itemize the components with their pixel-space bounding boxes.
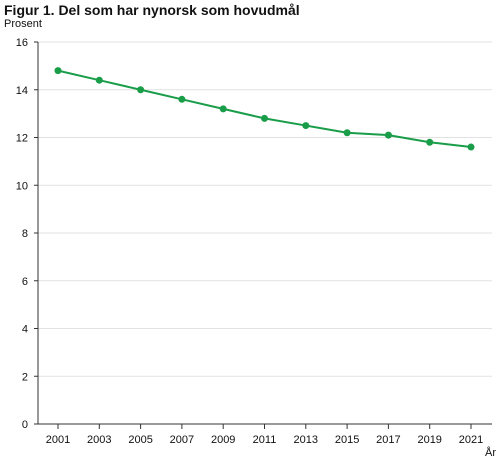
y-tick-label-1: 2 [22, 371, 28, 383]
data-point-2009 [219, 105, 227, 113]
x-tick-label-8: 2017 [376, 434, 400, 446]
data-point-2003 [95, 76, 103, 84]
data-point-2013 [302, 122, 310, 130]
y-tick-label-8: 16 [16, 37, 28, 49]
x-tick-label-2: 2005 [128, 434, 152, 446]
x-tick-labels: 2001 2003 2005 2007 2009 2011 2013 2015 2017 2019… [46, 424, 483, 446]
y-tick-label-3: 6 [22, 276, 28, 288]
y-axis-label: Prosent [4, 18, 42, 30]
chart-title: Figur 1. Del som har nynorsk som hovudmå… [4, 2, 300, 18]
x-tick-label-0: 2001 [46, 434, 70, 446]
y-tick-labels: 0 2 4 6 8 10 12 14 16 [16, 37, 28, 431]
x-tick-label-4: 2009 [211, 434, 235, 446]
x-tick-label-9: 2019 [417, 434, 441, 446]
data-series [54, 67, 475, 151]
y-tick-label-2: 4 [22, 324, 28, 336]
y-tick-label-5: 10 [16, 180, 28, 192]
y-tick-label-7: 14 [16, 85, 28, 97]
data-point-2019 [426, 138, 434, 146]
gridlines [34, 41, 492, 425]
y-tick-label-6: 12 [16, 133, 28, 145]
data-point-2011 [261, 114, 268, 122]
y-tick-label-0: 0 [22, 419, 28, 431]
x-tick-label-3: 2007 [170, 434, 194, 446]
data-point-2001 [54, 67, 62, 75]
data-point-2005 [137, 86, 145, 94]
data-point-2021 [467, 143, 475, 151]
y-tick-label-4: 8 [22, 228, 28, 240]
x-tick-label-10: 2021 [459, 434, 483, 446]
series-line-0 [57, 69, 472, 149]
data-point-2017 [384, 131, 392, 139]
data-point-2007 [178, 95, 186, 103]
x-tick-label-7: 2015 [335, 434, 359, 446]
x-tick-label-5: 2011 [253, 434, 277, 446]
x-axis-label: År [485, 446, 496, 459]
x-tick-label-6: 2013 [294, 434, 318, 446]
x-tick-label-1: 2003 [87, 434, 111, 446]
data-point-2015 [343, 129, 351, 137]
